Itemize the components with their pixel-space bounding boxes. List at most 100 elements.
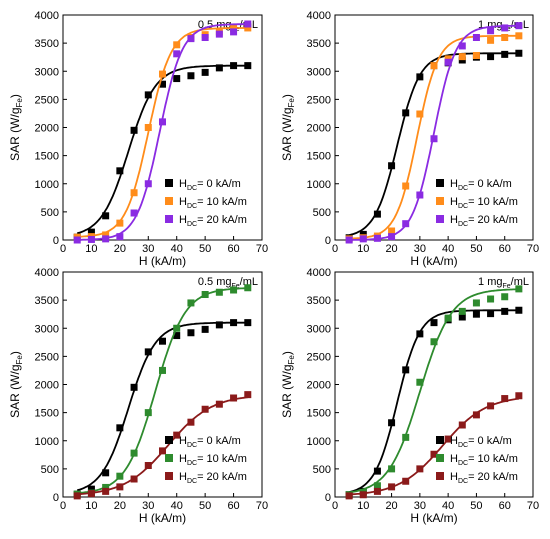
data-point-series-3 bbox=[87, 235, 95, 243]
y-tick-label: 0 bbox=[53, 492, 59, 504]
x-tick-label: 0 bbox=[60, 500, 66, 512]
data-point-series-3 bbox=[402, 477, 410, 485]
legend-label: HDC= 0 kA/m bbox=[179, 435, 241, 449]
data-point-series-2 bbox=[402, 182, 410, 190]
data-point-series-2 bbox=[416, 378, 424, 386]
data-point-series-2 bbox=[472, 299, 480, 307]
data-point-series-1 bbox=[515, 306, 523, 314]
data-point-series-2 bbox=[116, 219, 124, 227]
data-point-series-3 bbox=[187, 35, 195, 43]
fit-curve-series-2 bbox=[348, 288, 519, 494]
data-point-series-1 bbox=[515, 49, 523, 57]
y-tick-label: 0 bbox=[325, 235, 331, 247]
data-point-series-2 bbox=[515, 32, 523, 40]
x-tick-label: 60 bbox=[499, 243, 511, 255]
x-tick-label: 20 bbox=[385, 243, 397, 255]
data-point-series-3 bbox=[130, 475, 138, 483]
chart-panel-4: 0 10 20 30 40 50 60 70 0 500 1000 1500 2000 2500 3000 3… bbox=[280, 267, 539, 525]
legend-label: HDC= 0 kA/m bbox=[450, 435, 512, 449]
data-point-series-3 bbox=[515, 22, 523, 30]
x-tick-label: 10 bbox=[357, 500, 369, 512]
legend-marker bbox=[165, 215, 173, 223]
x-tick-label: 30 bbox=[142, 243, 154, 255]
data-point-series-2 bbox=[159, 366, 166, 374]
y-tick-label: 3500 bbox=[307, 38, 331, 50]
data-point-series-3 bbox=[87, 490, 95, 498]
data-point-series-2 bbox=[487, 295, 495, 303]
data-point-series-2 bbox=[187, 299, 195, 307]
data-point-series-2 bbox=[244, 24, 252, 32]
data-point-series-1 bbox=[416, 73, 424, 81]
x-tick-label: 40 bbox=[171, 500, 183, 512]
y-tick-label: 2500 bbox=[35, 94, 59, 106]
data-point-series-3 bbox=[487, 27, 495, 35]
data-point-series-3 bbox=[345, 492, 353, 500]
data-point-series-3 bbox=[159, 447, 166, 455]
y-axis-label: SAR (W/gFe) bbox=[280, 94, 296, 161]
y-tick-label: 1500 bbox=[35, 151, 59, 163]
y-tick-label: 2500 bbox=[307, 351, 331, 363]
y-tick-label: 500 bbox=[41, 464, 59, 476]
x-tick-label: 20 bbox=[114, 243, 126, 255]
y-tick-label: 500 bbox=[313, 207, 331, 219]
data-point-series-2 bbox=[230, 286, 238, 294]
data-point-series-2 bbox=[444, 314, 452, 322]
legend-label: HDC= 10 kA/m bbox=[179, 453, 247, 467]
data-point-series-1 bbox=[472, 310, 480, 318]
legend-marker bbox=[436, 454, 444, 462]
y-tick-label: 0 bbox=[53, 235, 59, 247]
concentration-annotation: 1 mgFe/mL bbox=[478, 276, 529, 290]
y-tick-label: 2500 bbox=[35, 351, 59, 363]
data-point-series-3 bbox=[444, 435, 452, 443]
x-tick-label: 40 bbox=[442, 500, 454, 512]
data-point-series-1 bbox=[458, 313, 466, 321]
data-point-series-1 bbox=[402, 366, 410, 374]
data-point-series-1 bbox=[388, 419, 396, 427]
legend-marker bbox=[436, 197, 444, 205]
data-point-series-3 bbox=[515, 392, 523, 400]
data-point-series-3 bbox=[430, 135, 438, 143]
x-axis-label: H (kA/m) bbox=[410, 254, 457, 268]
data-point-series-3 bbox=[373, 234, 381, 242]
data-point-series-2 bbox=[388, 465, 396, 473]
data-point-series-3 bbox=[472, 34, 480, 41]
data-point-series-3 bbox=[359, 235, 367, 243]
data-point-series-2 bbox=[402, 433, 410, 441]
data-point-series-2 bbox=[458, 53, 466, 61]
y-tick-label: 3000 bbox=[35, 323, 59, 335]
legend-marker bbox=[165, 179, 173, 187]
x-axis-label: H (kA/m) bbox=[139, 511, 186, 525]
y-tick-label: 3000 bbox=[35, 66, 59, 78]
data-point-series-3 bbox=[244, 391, 252, 399]
fit-curve-series-1 bbox=[76, 64, 248, 235]
data-point-series-1 bbox=[501, 50, 509, 58]
data-point-series-3 bbox=[487, 402, 495, 410]
legend-marker bbox=[165, 197, 173, 205]
data-point-series-1 bbox=[244, 319, 252, 327]
x-tick-label: 30 bbox=[414, 243, 426, 255]
legend-label: HDC= 20 kA/m bbox=[179, 471, 247, 485]
y-axis-label: SAR (W/gFe) bbox=[8, 94, 24, 161]
data-point-series-3 bbox=[201, 405, 209, 413]
data-point-series-3 bbox=[345, 236, 353, 244]
data-point-series-3 bbox=[230, 394, 238, 402]
y-tick-label: 2000 bbox=[35, 123, 59, 135]
chart-panel-1: 0 10 20 30 40 50 60 70 0 500 1000 1500 2000 2500 3000 3… bbox=[8, 10, 268, 268]
x-tick-label: 70 bbox=[256, 500, 268, 512]
x-tick-label: 60 bbox=[499, 500, 511, 512]
data-point-series-1 bbox=[173, 75, 181, 83]
legend-label: HDC= 20 kA/m bbox=[450, 471, 518, 485]
data-point-series-1 bbox=[244, 62, 252, 70]
legend-label: HDC= 20 kA/m bbox=[179, 214, 247, 228]
data-point-series-2 bbox=[501, 293, 509, 301]
data-point-series-1 bbox=[388, 162, 396, 170]
data-point-series-1 bbox=[487, 53, 495, 61]
data-point-series-3 bbox=[402, 220, 410, 228]
data-point-series-2 bbox=[159, 70, 166, 78]
data-point-series-3 bbox=[173, 431, 181, 439]
x-tick-label: 50 bbox=[199, 243, 211, 255]
y-tick-label: 3500 bbox=[35, 38, 59, 50]
data-point-series-3 bbox=[102, 235, 110, 243]
data-point-series-1 bbox=[116, 167, 124, 175]
data-point-series-2 bbox=[144, 409, 152, 417]
